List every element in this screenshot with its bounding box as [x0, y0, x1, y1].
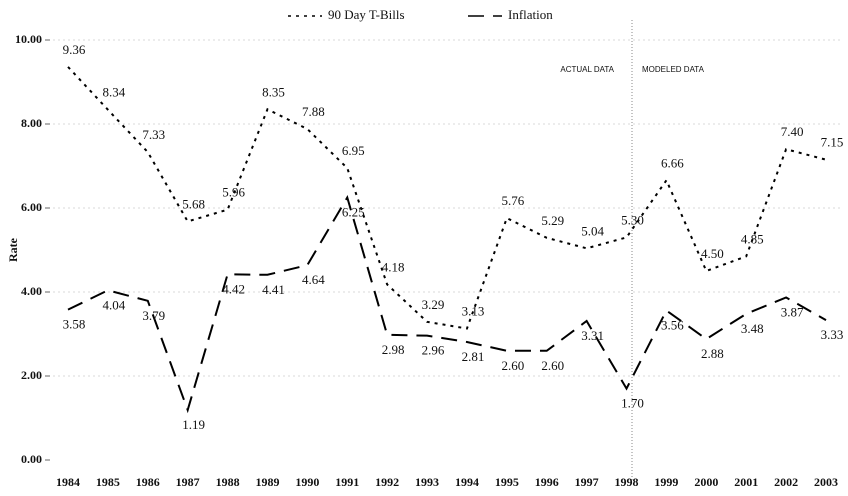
x-tick-label: 1991: [335, 475, 359, 489]
x-tick-label: 1990: [295, 475, 319, 489]
data-label: 1.70: [621, 396, 644, 411]
x-tick-label: 1989: [255, 475, 279, 489]
data-label: 2.60: [541, 358, 564, 373]
data-label: 3.33: [821, 327, 844, 342]
data-label: 4.42: [222, 281, 245, 296]
data-label: 7.40: [781, 124, 804, 139]
data-label: 4.50: [701, 246, 724, 261]
y-axis-label: Rate: [6, 237, 20, 262]
x-tick-label: 1992: [375, 475, 399, 489]
legend-label: Inflation: [508, 7, 553, 22]
data-label: 8.34: [103, 85, 126, 100]
data-label: 2.81: [462, 349, 485, 364]
annotation: MODELED DATA: [642, 65, 705, 74]
data-label: 3.58: [63, 317, 86, 332]
data-label: 4.04: [103, 297, 126, 312]
x-tick-label: 1986: [136, 475, 160, 489]
legend-label: 90 Day T-Bills: [328, 7, 405, 22]
x-tick-label: 1988: [216, 475, 240, 489]
data-label: 2.96: [422, 343, 445, 358]
x-tick-label: 1985: [96, 475, 120, 489]
data-label: 3.13: [462, 304, 485, 319]
data-label: 4.41: [262, 282, 285, 297]
data-label: 1.19: [182, 417, 205, 432]
data-label: 7.15: [821, 135, 844, 150]
data-label: 5.96: [222, 185, 245, 200]
x-tick-label: 2000: [694, 475, 718, 489]
y-tick-label: 0.00: [21, 452, 42, 466]
data-label: 5.76: [501, 193, 524, 208]
y-tick-label: 10.00: [15, 32, 42, 46]
x-tick-label: 2002: [774, 475, 798, 489]
data-label: 6.66: [661, 155, 684, 170]
x-tick-label: 1998: [615, 475, 639, 489]
data-label: 6.95: [342, 143, 365, 158]
x-tick-label: 1984: [56, 475, 80, 489]
data-label: 3.31: [581, 328, 604, 343]
data-label: 5.68: [182, 196, 205, 211]
data-label: 5.04: [581, 223, 604, 238]
x-tick-label: 2003: [814, 475, 838, 489]
data-label: 3.48: [741, 321, 764, 336]
y-tick-label: 2.00: [21, 368, 42, 382]
y-tick-label: 6.00: [21, 200, 42, 214]
data-label: 3.87: [781, 304, 804, 319]
data-label: 8.35: [262, 84, 285, 99]
data-label: 5.29: [541, 213, 564, 228]
annotation: ACTUAL DATA: [560, 65, 614, 74]
x-tick-label: 1996: [535, 475, 559, 489]
x-tick-label: 2001: [734, 475, 758, 489]
data-label: 4.85: [741, 231, 764, 246]
data-label: 3.56: [661, 317, 684, 332]
data-label: 7.88: [302, 104, 325, 119]
data-label: 2.98: [382, 342, 405, 357]
data-label: 6.25: [342, 204, 365, 219]
data-label: 3.29: [422, 297, 445, 312]
x-tick-label: 1995: [495, 475, 519, 489]
data-label: 7.33: [142, 127, 165, 142]
x-tick-label: 1987: [176, 475, 200, 489]
data-label: 3.79: [142, 308, 165, 323]
data-label: 2.88: [701, 346, 724, 361]
y-tick-label: 8.00: [21, 116, 42, 130]
data-label: 2.60: [501, 358, 524, 373]
line: [67, 194, 827, 414]
data-label: 9.36: [63, 42, 86, 57]
x-tick-label: 1994: [455, 475, 479, 489]
data-label: 4.18: [382, 259, 405, 274]
y-tick-label: 4.00: [21, 284, 42, 298]
data-label: 5.30: [621, 212, 644, 227]
data-label: 4.64: [302, 272, 325, 287]
x-tick-label: 1997: [575, 475, 599, 489]
x-tick-label: 1999: [654, 475, 678, 489]
x-tick-label: 1993: [415, 475, 439, 489]
